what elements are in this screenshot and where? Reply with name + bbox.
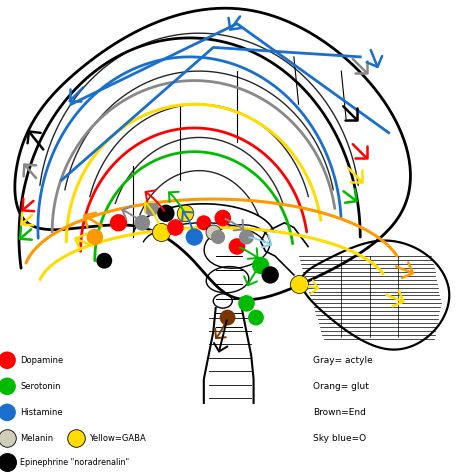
Point xyxy=(157,228,165,236)
Point xyxy=(138,219,146,227)
Point xyxy=(191,233,198,241)
Text: Orang= glut: Orang= glut xyxy=(313,382,369,391)
Text: Brown=End: Brown=End xyxy=(313,408,366,417)
Point xyxy=(100,257,108,264)
Point xyxy=(243,233,250,241)
Point xyxy=(172,224,179,231)
Point xyxy=(162,210,170,217)
Point xyxy=(91,233,99,241)
Point xyxy=(266,271,274,279)
Point xyxy=(243,300,250,307)
Point xyxy=(3,356,11,364)
Point xyxy=(257,262,264,269)
Text: Epinephrine "noradrenalin": Epinephrine "noradrenalin" xyxy=(20,458,129,466)
Point xyxy=(224,314,231,321)
Point xyxy=(3,458,11,466)
Text: Sky blue=O: Sky blue=O xyxy=(313,434,366,443)
Point xyxy=(3,409,11,416)
Text: Yellow=GABA: Yellow=GABA xyxy=(89,434,146,443)
Point xyxy=(115,219,122,227)
Text: Melanin: Melanin xyxy=(20,434,54,443)
Point xyxy=(233,243,241,250)
Point xyxy=(181,210,189,217)
Point xyxy=(3,435,11,442)
Text: Serotonin: Serotonin xyxy=(20,382,61,391)
Point xyxy=(210,228,217,236)
Point xyxy=(3,383,11,390)
Text: Histamine: Histamine xyxy=(20,408,63,417)
Point xyxy=(72,435,80,442)
Point xyxy=(214,233,222,241)
Point xyxy=(252,314,260,321)
Point xyxy=(219,214,227,222)
Point xyxy=(295,281,302,288)
Point xyxy=(200,219,208,227)
Point xyxy=(148,205,155,212)
Text: Dopamine: Dopamine xyxy=(20,356,64,365)
Text: Gray= actyle: Gray= actyle xyxy=(313,356,373,365)
